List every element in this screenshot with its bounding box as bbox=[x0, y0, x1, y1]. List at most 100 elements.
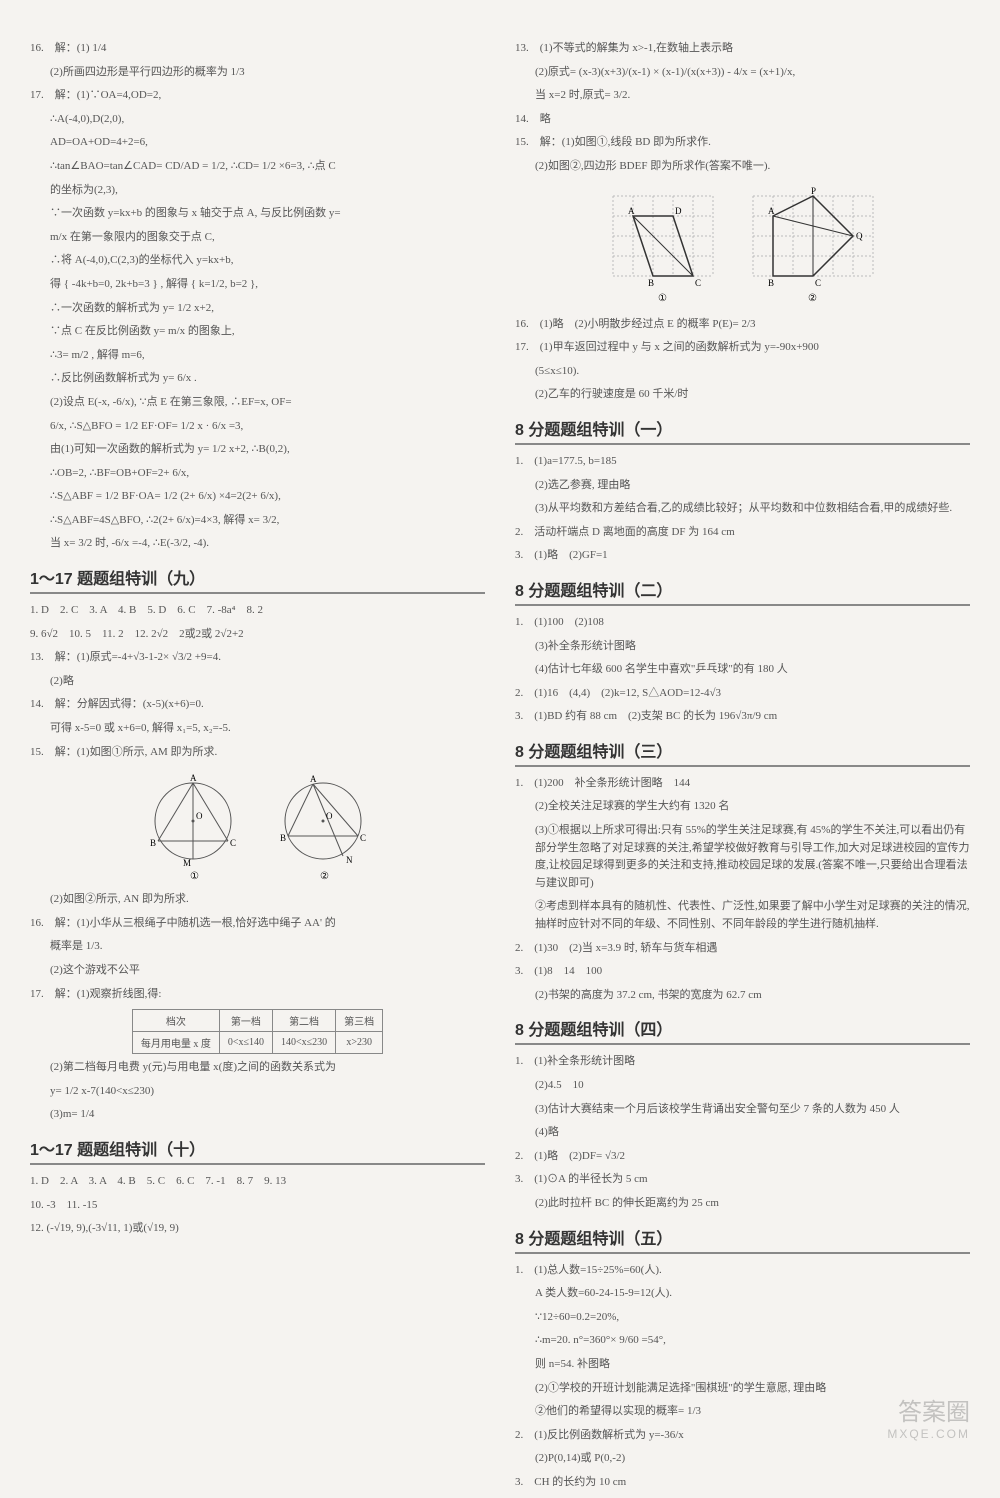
s3-q1: 1. (1)200 补全条形统计图略 144 bbox=[515, 775, 970, 793]
svg-text:C: C bbox=[695, 278, 701, 288]
s9-q15-2: (2)如图②所示, AN 即为所求. bbox=[30, 891, 485, 909]
r-q13-2: (2)原式= (x-3)(x+3)/(x-1) × (x-1)/(x(x+3))… bbox=[515, 64, 970, 82]
section-8-2-title: 8 分题题组特训（二） bbox=[515, 577, 970, 606]
grid-diagram-2: A B C P Q ② bbox=[743, 186, 883, 306]
svg-text:B: B bbox=[280, 833, 286, 843]
section-10-title: 1～17 题题组特训（十） bbox=[30, 1136, 485, 1165]
q17-l4: 的坐标为(2,3), bbox=[30, 182, 485, 200]
section-8-5-title: 8 分题题组特训（五） bbox=[515, 1225, 970, 1254]
circle-diagrams: A B C O M ① A B C O N ② bbox=[30, 771, 485, 881]
s5-q1-4: ∴m=20. n°=360°× 9/60 =54°, bbox=[515, 1332, 970, 1350]
s9-q17-4: (3)m= 1/4 bbox=[30, 1106, 485, 1124]
watermark: 答案圈 MXQE.COM bbox=[887, 1392, 970, 1441]
s9-q17: 17. 解：(1)观察折线图,得: bbox=[30, 986, 485, 1004]
svg-text:C: C bbox=[230, 838, 236, 848]
s3-q1-2: (2)全校关注足球赛的学生大约有 1320 名 bbox=[515, 798, 970, 816]
s4-q1: 1. (1)补全条形统计图略 bbox=[515, 1053, 970, 1071]
s1-q3: 3. (1)略 (2)GF=1 bbox=[515, 547, 970, 565]
page-content: 16. 解：(1) 1/4 (2)所画四边形是平行四边形的概率为 1/3 17.… bbox=[30, 40, 970, 1498]
tbl-r2: 0<x≤140 bbox=[219, 1032, 272, 1054]
electricity-table: 档次 第一档 第二档 第三档 每月用电量 x 度 0<x≤140 140<x≤2… bbox=[132, 1009, 383, 1054]
svg-text:O: O bbox=[196, 811, 203, 821]
s9-q15: 15. 解：(1)如图①所示, AM 即为所求. bbox=[30, 744, 485, 762]
q17-l11: ∴3= m/2 , 解得 m=6, bbox=[30, 347, 485, 365]
svg-text:D: D bbox=[675, 206, 682, 216]
circle-diagram-2: A B C O N ② bbox=[268, 771, 378, 881]
q17-l10: ∵点 C 在反比例函数 y= m/x 的图象上, bbox=[30, 323, 485, 341]
s9-q16-2: 概率是 1/3. bbox=[30, 938, 485, 956]
section-8-4-title: 8 分题题组特训（四） bbox=[515, 1016, 970, 1045]
s3-q1-3: (3)①根据以上所求可得出:只有 55%的学生关注足球赛,有 45%的学生不关注… bbox=[515, 822, 970, 892]
s9-row1: 1. D 2. C 3. A 4. B 5. D 6. C 7. -8a⁴ 8.… bbox=[30, 602, 485, 620]
s2-q1-2: (3)补全条形统计图略 bbox=[515, 638, 970, 656]
r-q13: 13. (1)不等式的解集为 x>-1,在数轴上表示略 bbox=[515, 40, 970, 58]
s10-row2: 10. -3 11. -15 bbox=[30, 1197, 485, 1215]
s9-q13-2: (2)略 bbox=[30, 673, 485, 691]
tbl-h3: 第二档 bbox=[273, 1010, 336, 1032]
r-q15-2: (2)如图②,四边形 BDEF 即为所求作(答案不唯一). bbox=[515, 158, 970, 176]
q17-2-l2: 6/x, ∴S△BFO = 1/2 EF·OF= 1/2 x · 6/x =3, bbox=[30, 418, 485, 436]
r-q15: 15. 解：(1)如图①,线段 BD 即为所求作. bbox=[515, 134, 970, 152]
s9-q14: 14. 解：分解因式得：(x-5)(x+6)=0. bbox=[30, 696, 485, 714]
q17-l9: ∴一次函数的解析式为 y= 1/2 x+2, bbox=[30, 300, 485, 318]
q17-l6: m/x 在第一象限内的图象交于点 C, bbox=[30, 229, 485, 247]
r-q17-3: (2)乙车的行驶速度是 60 千米/时 bbox=[515, 386, 970, 404]
q17-l1: ∴A(-4,0),D(2,0), bbox=[30, 111, 485, 129]
s1-q1-2: (2)选乙参赛, 理由略 bbox=[515, 477, 970, 495]
r-q17: 17. (1)甲车返回过程中 y 与 x 之间的函数解析式为 y=-90x+90… bbox=[515, 339, 970, 357]
q17-2-l6: ∴S△ABF=4S△BFO, ∴2(2+ 6/x)=4×3, 解得 x= 3/2… bbox=[30, 512, 485, 530]
s5-q1-3: ∵12÷60=0.2=20%, bbox=[515, 1309, 970, 1327]
left-column: 16. 解：(1) 1/4 (2)所画四边形是平行四边形的概率为 1/3 17.… bbox=[30, 40, 485, 1498]
s5-q1: 1. (1)总人数=15÷25%=60(人). bbox=[515, 1262, 970, 1280]
section-8-3-title: 8 分题题组特训（三） bbox=[515, 738, 970, 767]
r-q17-2: (5≤x≤10). bbox=[515, 363, 970, 381]
q17-l3: ∴tan∠BAO=tan∠CAD= CD/AD = 1/2, ∴CD= 1/2 … bbox=[30, 158, 485, 176]
svg-text:A: A bbox=[768, 206, 775, 216]
s5-q1-5: 则 n=54. 补图略 bbox=[515, 1356, 970, 1374]
circle-diagram-1: A B C O M ① bbox=[138, 771, 248, 881]
s9-q17-2: (2)第二档每月电费 y(元)与用电量 x(度)之间的函数关系式为 bbox=[30, 1059, 485, 1077]
tbl-r4: x>230 bbox=[336, 1032, 383, 1054]
s3-q1-4: ②考虑到样本具有的随机性、代表性、广泛性,如果要了解中小学生对足球赛的关注的情况… bbox=[515, 898, 970, 933]
s3-q3: 3. (1)8 14 100 bbox=[515, 963, 970, 981]
q17-l7: ∴将 A(-4,0),C(2,3)的坐标代入 y=kx+b, bbox=[30, 252, 485, 270]
q17-2-l1: (2)设点 E(-x, -6/x), ∵点 E 在第三象限, ∴EF=x, OF… bbox=[30, 394, 485, 412]
s9-row2: 9. 6√2 10. 5 11. 2 12. 2√2 2或2或 2√2+2 bbox=[30, 626, 485, 644]
svg-text:M: M bbox=[183, 858, 191, 868]
svg-text:A: A bbox=[628, 206, 635, 216]
svg-text:Q: Q bbox=[856, 231, 863, 241]
svg-text:A: A bbox=[190, 773, 197, 783]
s4-q1-3: (3)估计大赛结束一个月后该校学生背诵出安全警句至少 7 条的人数为 450 人 bbox=[515, 1101, 970, 1119]
svg-text:A: A bbox=[310, 774, 317, 784]
r-q13-3: 当 x=2 时,原式= 3/2. bbox=[515, 87, 970, 105]
svg-text:N: N bbox=[346, 855, 353, 865]
grid-diagram-1: A B C D ① bbox=[603, 186, 723, 306]
svg-text:B: B bbox=[768, 278, 774, 288]
q17-head: 17. 解：(1)∵OA=4,OD=2, bbox=[30, 87, 485, 105]
svg-text:B: B bbox=[150, 838, 156, 848]
s4-q1-2: (2)4.5 10 bbox=[515, 1077, 970, 1095]
s9-q16-3: (2)这个游戏不公平 bbox=[30, 962, 485, 980]
svg-text:①: ① bbox=[658, 293, 667, 304]
svg-text:C: C bbox=[815, 278, 821, 288]
svg-text:C: C bbox=[360, 833, 366, 843]
s9-q17-3: y= 1/2 x-7(140<x≤230) bbox=[30, 1083, 485, 1101]
tbl-h1: 档次 bbox=[132, 1010, 219, 1032]
section-9-title: 1～17 题题组特训（九） bbox=[30, 565, 485, 594]
s4-q3: 3. (1)⊙A 的半径长为 5 cm bbox=[515, 1171, 970, 1189]
q17-2-l7: 当 x= 3/2 时, -6/x =-4, ∴E(-3/2, -4). bbox=[30, 535, 485, 553]
watermark-sub: MXQE.COM bbox=[887, 1427, 970, 1441]
s2-q2: 2. (1)16 (4,4) (2)k=12, S△AOD=12-4√3 bbox=[515, 685, 970, 703]
svg-text:P: P bbox=[811, 186, 816, 196]
s4-q2: 2. (1)略 (2)DF= √3/2 bbox=[515, 1148, 970, 1166]
s9-q13: 13. 解：(1)原式=-4+√3-1-2× √3/2 +9=4. bbox=[30, 649, 485, 667]
s1-q1-3: (3)从平均数和方差结合看,乙的成绩比较好；从平均数和中位数相结合看,甲的成绩好… bbox=[515, 500, 970, 518]
s5-q3: 3. CH 的长约为 10 cm bbox=[515, 1474, 970, 1492]
s9-q16: 16. 解：(1)小华从三根绳子中随机选一根,恰好选中绳子 AA' 的 bbox=[30, 915, 485, 933]
q16-2: (2)所画四边形是平行四边形的概率为 1/3 bbox=[30, 64, 485, 82]
svg-text:①: ① bbox=[190, 871, 199, 881]
s2-q3: 3. (1)BD 约有 88 cm (2)支架 BC 的长为 196√3π/9 … bbox=[515, 708, 970, 726]
svg-text:②: ② bbox=[320, 871, 329, 881]
s5-q1-2: A 类人数=60-24-15-9=12(人). bbox=[515, 1285, 970, 1303]
tbl-r1: 每月用电量 x 度 bbox=[132, 1032, 219, 1054]
